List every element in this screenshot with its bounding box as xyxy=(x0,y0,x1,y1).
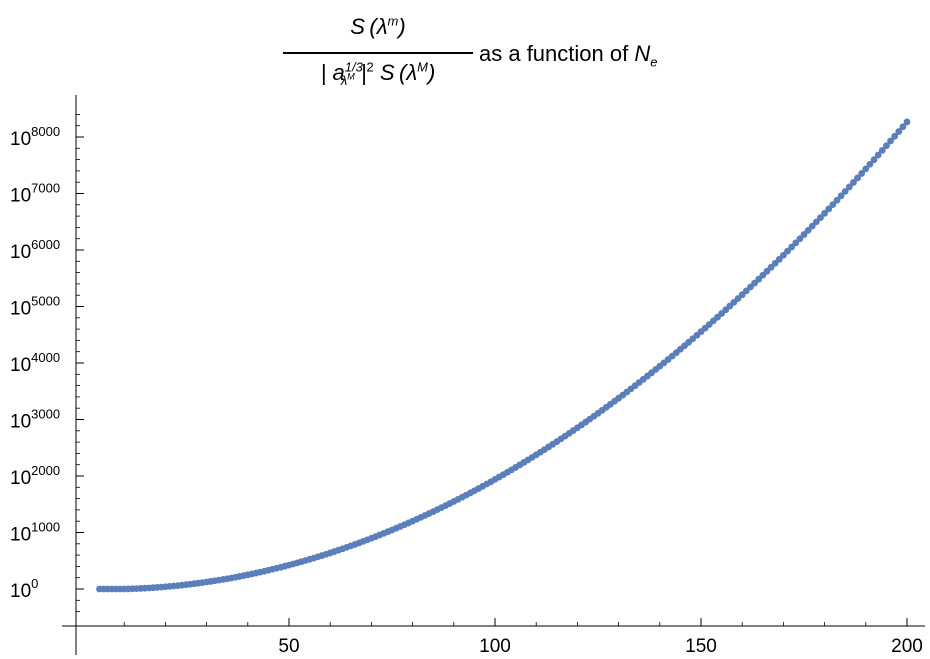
data-point xyxy=(903,118,911,126)
x-tick-label: 150 xyxy=(685,636,717,657)
data-point xyxy=(784,247,791,255)
data-points xyxy=(96,118,911,593)
x-ticks: 50 100 150 200 xyxy=(123,618,923,657)
data-point xyxy=(821,209,828,217)
data-point xyxy=(808,222,816,230)
data-point xyxy=(833,196,841,204)
x-tick-label: 50 xyxy=(278,636,299,657)
axes xyxy=(62,95,925,655)
data-point xyxy=(804,226,812,234)
data-point xyxy=(796,235,804,243)
data-point xyxy=(825,205,833,213)
title-suffix-sub: e xyxy=(650,54,658,70)
data-point xyxy=(862,165,870,173)
data-point xyxy=(829,201,837,209)
data-point xyxy=(850,179,857,186)
data-point xyxy=(812,218,820,226)
x-tick-label: 100 xyxy=(479,636,511,657)
data-point xyxy=(800,231,808,238)
data-point xyxy=(817,214,824,221)
title-suffix: as a function of Ne xyxy=(479,41,658,70)
y-tick-label: 102000 xyxy=(10,463,60,489)
data-point xyxy=(837,192,845,200)
y-tick-label: 107000 xyxy=(10,181,60,207)
y-ticks: 100 101000 102000 103000 104000 105000 106000 1… xyxy=(10,114,84,612)
data-point xyxy=(899,123,907,131)
y-tick-label: 104000 xyxy=(10,350,60,376)
title-denominator: | a1/3λM |2 S (λM) xyxy=(320,59,436,89)
x-tick-label: 200 xyxy=(891,636,923,657)
title-numerator: S (λm) xyxy=(350,13,406,39)
y-tick-label: 101000 xyxy=(10,520,60,546)
y-tick-label: 100 xyxy=(10,576,38,602)
data-point xyxy=(887,137,894,145)
y-tick-label: 108000 xyxy=(10,124,60,150)
data-point xyxy=(878,147,886,154)
title-suffix-var: N xyxy=(634,41,651,66)
y-tick-label: 106000 xyxy=(10,237,60,263)
data-point xyxy=(854,174,861,182)
data-point xyxy=(841,187,849,195)
data-point xyxy=(845,183,853,191)
data-point xyxy=(870,156,878,164)
y-tick-label: 103000 xyxy=(10,407,60,433)
data-point xyxy=(866,160,874,168)
data-point xyxy=(858,170,866,177)
title-fraction-bar xyxy=(283,52,473,54)
data-point xyxy=(874,151,882,159)
data-point xyxy=(792,239,800,247)
data-point xyxy=(895,128,903,135)
data-point xyxy=(788,243,796,251)
data-point xyxy=(891,132,899,140)
data-point xyxy=(883,142,890,150)
y-tick-label: 105000 xyxy=(10,294,60,320)
title-suffix-text: as a function of xyxy=(479,41,629,66)
